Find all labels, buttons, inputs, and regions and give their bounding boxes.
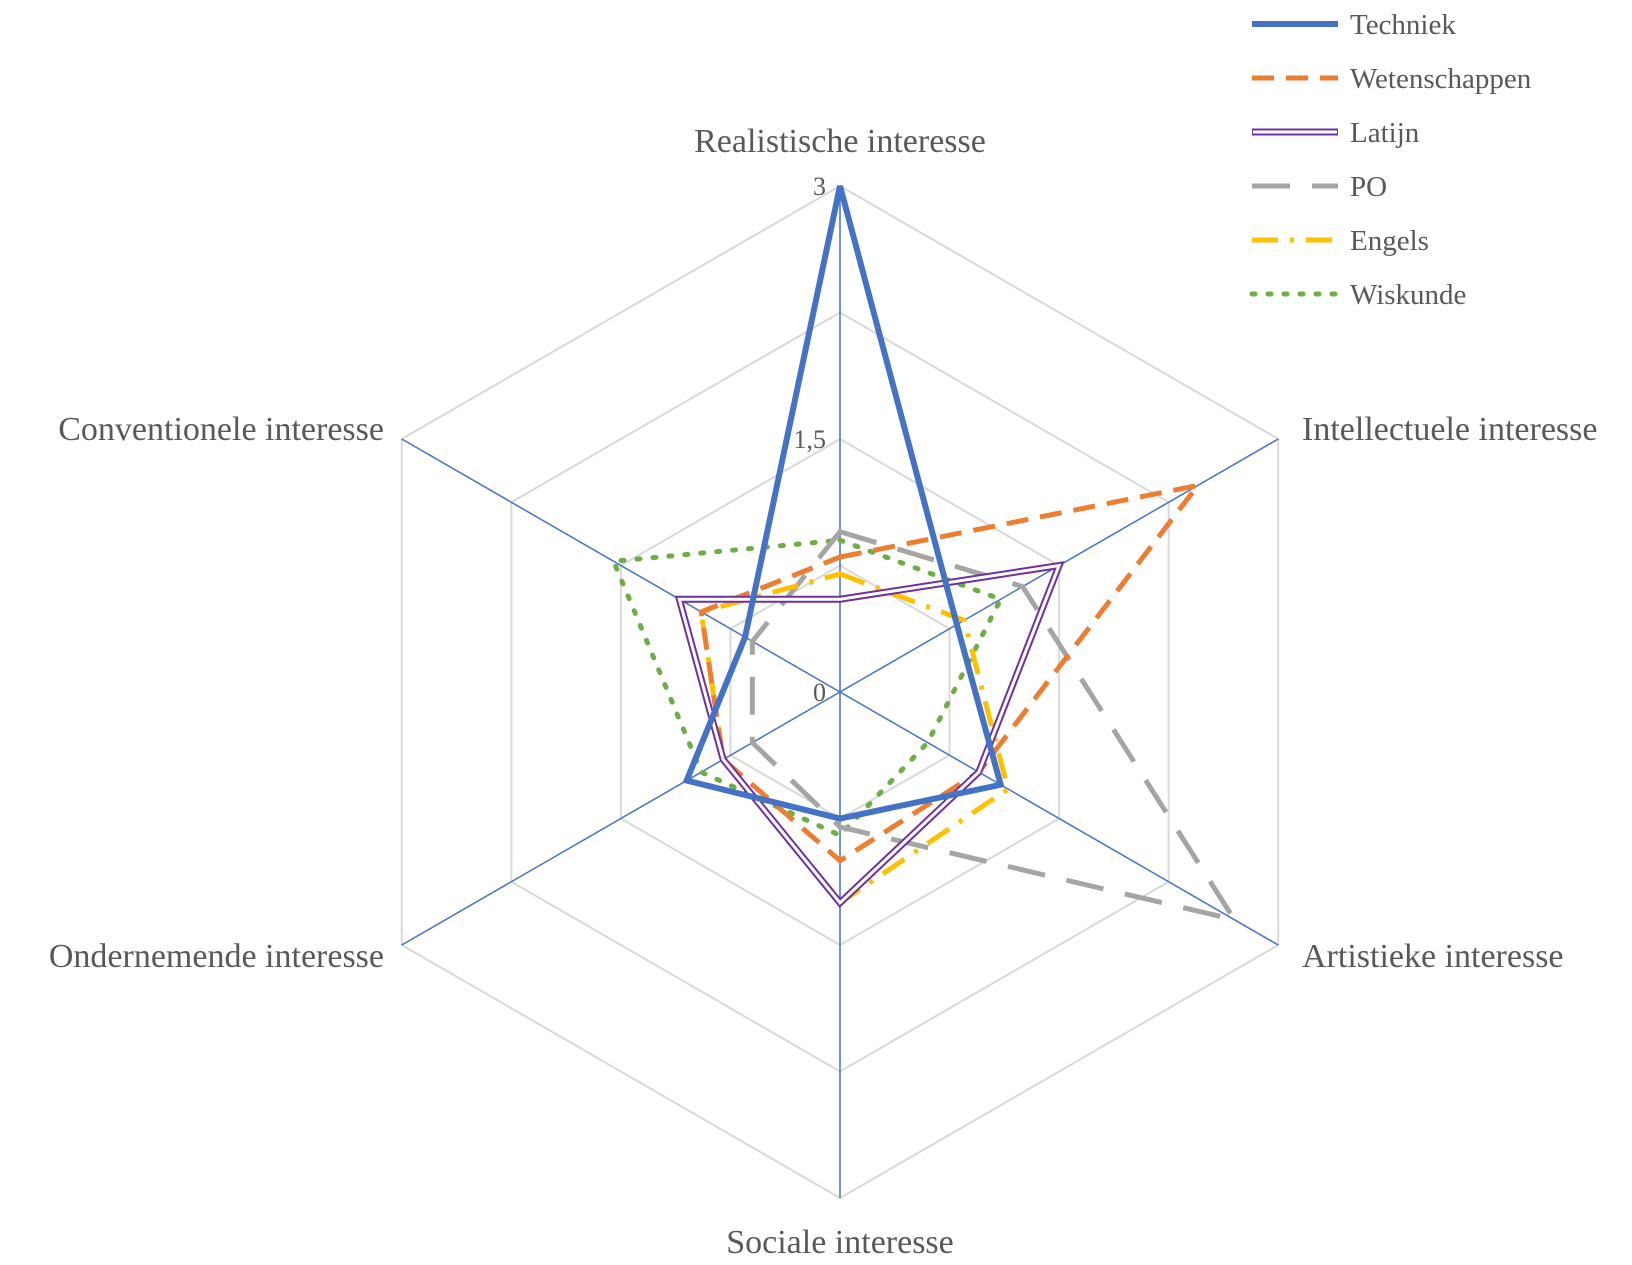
legend-label-latijn: Latijn — [1350, 117, 1420, 149]
axis-label: Sociale interesse — [726, 1224, 954, 1260]
axis-spoke — [401, 438, 841, 693]
axis-label: Conventionele interesse — [58, 411, 384, 448]
axis-label: Realistische interesse — [694, 123, 986, 160]
legend-label-wiskunde: Wiskunde — [1350, 279, 1466, 311]
axis-spoke — [401, 691, 841, 946]
tick-label: 1,5 — [794, 425, 827, 454]
legend-label-techniek: Techniek — [1350, 9, 1456, 41]
axis-label: Intellectuele interesse — [1302, 411, 1597, 448]
legend-label-engels: Engels — [1350, 225, 1429, 257]
legend: Techniek Wetenschappen Latijn PO Engels Wisku… — [1249, 9, 1532, 311]
legend-label-po: PO — [1350, 171, 1387, 203]
series-lines — [609, 185, 1240, 924]
tick-label: 3 — [813, 172, 826, 201]
series-line-wetenschappen — [698, 481, 1204, 864]
axis-labels: Realistische interesse Intellectuele inte… — [49, 123, 1598, 1261]
series-line-latijn-inner — [677, 563, 1062, 906]
tick-label: 0 — [813, 678, 826, 707]
series-line-po — [749, 528, 1240, 924]
axis-label: Artistieke interesse — [1302, 938, 1564, 975]
series-line-techniek — [682, 185, 1005, 822]
axis-spokes — [401, 186, 1279, 1198]
legend-label-wetenschappen: Wetenschappen — [1350, 63, 1532, 95]
axis-spoke — [839, 691, 1279, 946]
tick-labels: 01,53 — [794, 172, 827, 707]
axis-label: Ondernemende interesse — [49, 938, 384, 975]
